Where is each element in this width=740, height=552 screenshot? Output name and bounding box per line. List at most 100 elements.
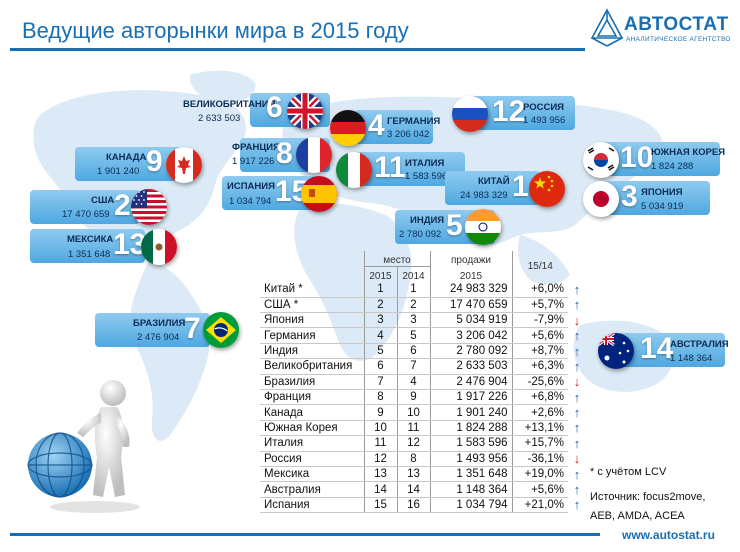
cell-sales: 5 034 919 (429, 312, 512, 329)
cell-sales: 1 034 794 (429, 497, 512, 514)
cell-rank-2015: 3 (363, 312, 397, 329)
callout-sales-value: 1 493 956 (523, 115, 566, 126)
cell-rank-2015: 10 (363, 420, 397, 437)
cell-rank-2014: 16 (396, 497, 430, 514)
callout-sales-value: 1 583 596 (405, 171, 448, 182)
cell-change: +5,7% (511, 297, 568, 314)
col-header-year-2014: 2014 (396, 266, 430, 282)
cell-change: +6,3% (511, 358, 568, 375)
cell-country: Мексика (260, 466, 364, 483)
title-divider (10, 48, 585, 51)
callout-ribbon (30, 229, 145, 263)
france-flag-icon (296, 137, 332, 173)
table-body: Китай * 1 1 24 983 329 +6,0% ↑ США * 2 2 17 470 6… (260, 281, 586, 514)
cell-rank-2014: 6 (396, 343, 430, 360)
table-row: Великобритания 6 7 2 633 503 +6,3% ↑ (260, 358, 586, 375)
spain-flag-icon (301, 176, 337, 212)
canada-flag-icon (166, 147, 202, 183)
cell-rank-2015: 4 (363, 327, 397, 344)
table-row: Мексика 13 13 1 351 648 +19,0% ↑ (260, 466, 586, 483)
cell-sales: 1 901 240 (429, 404, 512, 421)
uk-flag-icon (287, 93, 323, 129)
cell-rank-2015: 14 (363, 481, 397, 498)
callout-rank: 9 (146, 145, 163, 178)
cell-rank-2014: 14 (396, 481, 430, 498)
cell-rank-2014: 3 (396, 312, 430, 329)
cell-sales: 1 148 364 (429, 481, 512, 498)
col-header-year-2015: 2015 (363, 266, 397, 282)
cell-country: Китай * (260, 281, 364, 298)
callout-country-name: МЕКСИКА (67, 234, 114, 245)
arrow-up-icon: ↑ (573, 435, 581, 451)
col-header-sales-year: 2015 (429, 266, 512, 282)
germany-flag-icon (330, 110, 366, 146)
india-flag-icon (465, 209, 501, 245)
site-url-link[interactable]: www.autostat.ru (622, 528, 715, 542)
cell-country: Австралия (260, 481, 364, 498)
table-row: Южная Корея 10 11 1 824 288 +13,1% ↑ (260, 420, 586, 437)
arrow-down-icon: ↓ (573, 451, 581, 467)
callout-ribbon (30, 190, 140, 224)
callout-rank: 14 (640, 332, 674, 365)
mexico-flag-icon (141, 229, 177, 265)
cell-change: -25,6% (511, 374, 568, 391)
callout-country-name: ВЕЛИКОБРИТАНИЯ (183, 99, 276, 110)
callout-rank: 3 (621, 180, 638, 213)
cell-sales: 1 824 288 (429, 420, 512, 437)
cell-change: +6,8% (511, 389, 568, 406)
cell-sales: 1 493 956 (429, 451, 512, 467)
cell-sales: 2 633 503 (429, 358, 512, 375)
callout-country-name: ИТАЛИЯ (405, 158, 445, 169)
china-flag-icon (529, 171, 565, 207)
cell-change: +13,1% (511, 420, 568, 437)
callout-country-name: ИНДИЯ (410, 215, 445, 226)
callout-rank: 4 (368, 109, 385, 142)
table-row: Япония 3 3 5 034 919 -7,9% ↓ (260, 312, 586, 329)
cell-sales: 2 476 904 (429, 374, 512, 391)
cell-sales: 24 983 329 (429, 281, 512, 298)
cell-rank-2015: 9 (363, 404, 397, 421)
col-header-place: место (363, 251, 430, 267)
cell-change: +5,6% (511, 327, 568, 344)
table-row: Испания 15 16 1 034 794 +21,0% ↑ (260, 497, 586, 514)
cell-rank-2015: 1 (363, 281, 397, 298)
cell-change: -7,9% (511, 312, 568, 329)
callout-sales-value: 1 034 794 (229, 196, 272, 207)
figure-with-globe-illustration (27, 380, 140, 513)
callout-country-name: ЯПОНИЯ (641, 187, 683, 198)
japan-flag-icon (583, 181, 619, 217)
cell-change: +15,7% (511, 435, 568, 452)
table-row: Индия 5 6 2 780 092 +8,7% ↑ (260, 343, 586, 360)
callout-sales-value: 2 476 904 (137, 332, 180, 343)
table-row: Бразилия 7 4 2 476 904 -25,6% ↓ (260, 374, 586, 391)
autostat-logo: АВТОСТАТ АНАЛИТИЧЕСКОЕ АГЕНТСТВО (590, 6, 740, 52)
cell-country: Германия (260, 327, 364, 344)
cell-change: +8,7% (511, 343, 568, 360)
callout-ribbon (445, 171, 540, 205)
callout-rank: 6 (266, 91, 283, 124)
table-row: Италия 11 12 1 583 596 +15,7% ↑ (260, 435, 586, 452)
cell-sales: 3 206 042 (429, 327, 512, 344)
cell-change: -36,1% (511, 451, 568, 467)
table-row: Франция 8 9 1 917 226 +6,8% ↑ (260, 389, 586, 406)
cell-rank-2014: 13 (396, 466, 430, 483)
cell-rank-2014: 4 (396, 374, 430, 391)
cell-country: Испания (260, 497, 364, 514)
page-title: Ведущие авторынки мира в 2015 году (22, 18, 409, 43)
cell-sales: 1 583 596 (429, 435, 512, 452)
cell-rank-2015: 6 (363, 358, 397, 375)
lcv-footnote: * с учётом LCV (590, 466, 667, 478)
cell-rank-2015: 15 (363, 497, 397, 514)
cell-rank-2015: 7 (363, 374, 397, 391)
col-header-sales: продажи (429, 251, 512, 267)
callout-sales-value: 1 351 648 (68, 249, 111, 260)
arrow-up-icon: ↑ (573, 297, 581, 313)
cell-country: Россия (260, 451, 364, 467)
cell-country: Япония (260, 312, 364, 329)
source-note: Источник: focus2move, AEB, AMDA, ACEA (590, 488, 720, 526)
cell-rank-2014: 11 (396, 420, 430, 437)
usa-flag-icon (131, 189, 167, 225)
callout-country-name: КАНАДА (106, 152, 147, 163)
callout-country-name: США (91, 195, 115, 206)
arrow-down-icon: ↓ (573, 374, 581, 390)
